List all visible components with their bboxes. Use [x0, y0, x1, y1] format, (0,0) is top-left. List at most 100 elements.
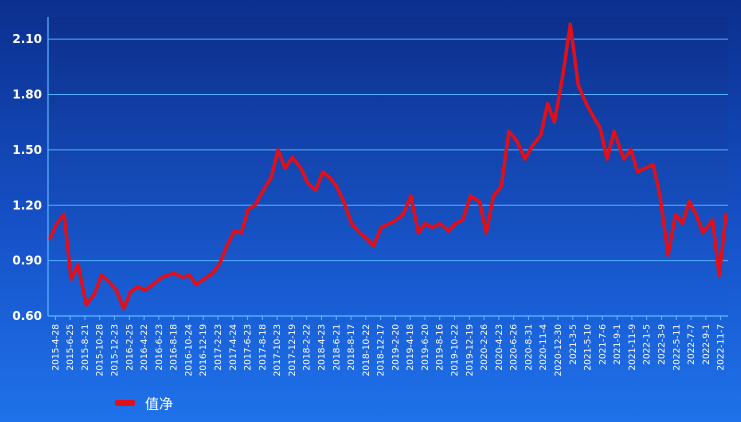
data-point: [225, 244, 229, 248]
data-point: [658, 194, 662, 198]
y-tick-label: 0.90: [12, 254, 42, 268]
data-point: [291, 155, 294, 159]
data-point: [143, 288, 147, 292]
x-tick-label: 2021-7-6: [598, 324, 608, 365]
x-tick-label: 2022-11-7: [717, 324, 727, 371]
x-tick-label: 2017-6-23: [244, 324, 254, 371]
data-point: [461, 218, 465, 222]
x-tick-label: 2021-11-9: [628, 324, 638, 371]
data-point: [172, 272, 176, 275]
data-point: [515, 139, 519, 143]
data-point: [76, 262, 80, 266]
data-point: [622, 157, 626, 161]
data-point: [401, 213, 405, 216]
data-point: [62, 213, 66, 216]
x-tick-label: 2015-6-25: [66, 324, 76, 371]
data-point: [48, 237, 52, 240]
data-point: [499, 185, 503, 189]
data-point: [523, 157, 527, 161]
x-tick-label: 2016-4-22: [140, 324, 150, 371]
data-point: [387, 222, 391, 226]
y-tick-label: 1.20: [12, 198, 42, 212]
data-point: [674, 213, 677, 216]
y-tick-label: 0.60: [12, 309, 42, 323]
x-tick-label: 2016-2-25: [125, 324, 135, 371]
data-point: [629, 148, 633, 152]
data-point: [469, 194, 472, 198]
data-point: [55, 222, 59, 226]
data-point: [93, 292, 96, 296]
data-point: [592, 115, 595, 119]
data-point: [605, 157, 609, 161]
legend-swatch: [115, 400, 135, 406]
data-point: [202, 277, 206, 281]
data-point: [584, 102, 588, 106]
data-point: [507, 130, 511, 133]
data-point: [115, 288, 118, 292]
x-tick-label: 2021-9-1: [613, 324, 623, 365]
x-tick-label: 2020-8-31: [524, 324, 534, 371]
data-point: [218, 262, 221, 266]
x-tick-label: 2017-10-23: [273, 324, 283, 376]
x-tick-label: 2017-8-18: [258, 324, 268, 371]
y-tick-label: 1.50: [12, 143, 42, 157]
data-point: [69, 277, 73, 281]
data-point: [561, 74, 565, 78]
data-point: [253, 203, 257, 207]
x-tick-label: 2021-5-10: [584, 324, 594, 371]
data-point: [546, 102, 549, 106]
data-point: [553, 120, 556, 124]
data-point: [84, 303, 88, 307]
y-tick-label: 1.80: [12, 88, 42, 102]
series-group: [48, 22, 728, 311]
x-tick-label: 2018-12-17: [377, 324, 387, 376]
grid-lines: [47, 17, 728, 317]
x-tick-label: 2019-2-20: [391, 324, 401, 371]
data-point: [539, 133, 543, 137]
data-point: [643, 166, 647, 170]
data-point: [358, 231, 362, 235]
x-tick-label: 2016-10-24: [184, 324, 194, 377]
data-point: [372, 244, 375, 248]
data-point: [454, 222, 457, 226]
data-point: [576, 83, 580, 87]
data-point: [299, 166, 303, 170]
y-tick-label: 2.10: [12, 32, 42, 46]
data-point: [492, 194, 495, 198]
data-point: [711, 218, 714, 222]
data-point: [612, 130, 616, 133]
data-point: [701, 231, 705, 235]
data-point: [694, 213, 698, 216]
x-tick-label: 2018-8-17: [347, 324, 357, 371]
x-tick-label: 2017-12-19: [288, 324, 298, 377]
data-point: [99, 274, 103, 277]
data-point: [136, 285, 140, 288]
data-point: [232, 229, 236, 233]
x-tick-label: 2019-8-16: [436, 324, 446, 371]
x-tick-label: 2016-8-18: [170, 324, 180, 371]
data-point: [417, 231, 420, 235]
data-point: [447, 229, 450, 233]
data-point: [350, 222, 354, 226]
data-point: [276, 148, 280, 152]
x-tick-label: 2022-7-7: [687, 324, 697, 365]
data-point: [129, 290, 132, 294]
data-point: [681, 222, 684, 226]
x-tick-label: 2019-4-18: [406, 324, 416, 371]
x-tick-label: 2020-6-26: [510, 324, 520, 371]
x-tick-label: 2018-6-21: [332, 324, 342, 371]
data-point: [164, 274, 168, 277]
data-point: [365, 237, 368, 240]
data-point: [651, 163, 655, 167]
x-tick-label: 2017-4-24: [229, 324, 239, 371]
x-tick-label: 2015-8-21: [81, 324, 91, 371]
x-tick-label: 2019-10-22: [451, 324, 461, 376]
data-point: [342, 200, 346, 204]
x-tick-label: 2020-4-23: [495, 324, 505, 371]
data-point: [409, 194, 413, 198]
data-point: [687, 200, 691, 204]
data-point: [530, 144, 534, 148]
x-tick-label: 2018-10-22: [362, 324, 372, 376]
x-tick-label: 2022-9-1: [702, 324, 712, 365]
x-tick-label: 2022-3-9: [657, 324, 667, 365]
